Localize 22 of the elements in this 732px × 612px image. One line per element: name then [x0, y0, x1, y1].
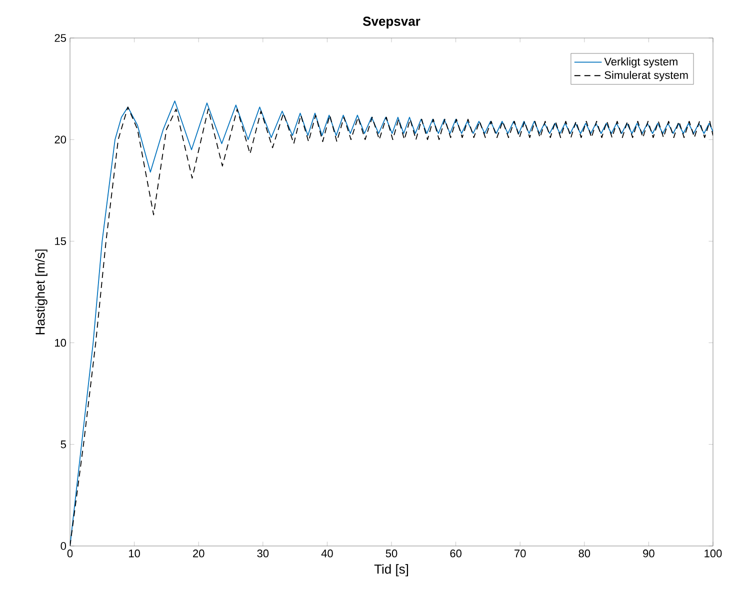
x-tick-label: 60	[450, 550, 462, 558]
x-tick-label: 80	[578, 550, 590, 558]
y-tick-label: 5	[60, 440, 66, 448]
y-axis-title: Hastighet [m/s]	[35, 250, 48, 334]
legend-label: Verkligt system	[604, 57, 678, 68]
x-axis-title: Tid [s]	[374, 564, 408, 576]
y-tick-label: 25	[54, 34, 66, 42]
chart-title: Svepsvar	[362, 16, 420, 28]
y-tick-label: 0	[60, 542, 66, 550]
x-tick-label: 20	[193, 550, 204, 558]
x-tick-label: 50	[386, 550, 398, 558]
x-tick-label: 70	[514, 550, 526, 558]
y-tick-label: 20	[54, 136, 66, 144]
x-tick-label: 10	[129, 550, 140, 558]
x-tick-label: 40	[321, 550, 333, 558]
x-tick-label: 0	[67, 550, 73, 558]
x-tick-label: 90	[643, 550, 654, 558]
x-tick-label: 30	[257, 550, 269, 558]
y-tick-label: 10	[55, 338, 66, 347]
x-tick-label: 100	[704, 550, 722, 558]
legend-label: Simulerat system	[604, 70, 688, 82]
y-tick-label: 15	[55, 237, 66, 246]
